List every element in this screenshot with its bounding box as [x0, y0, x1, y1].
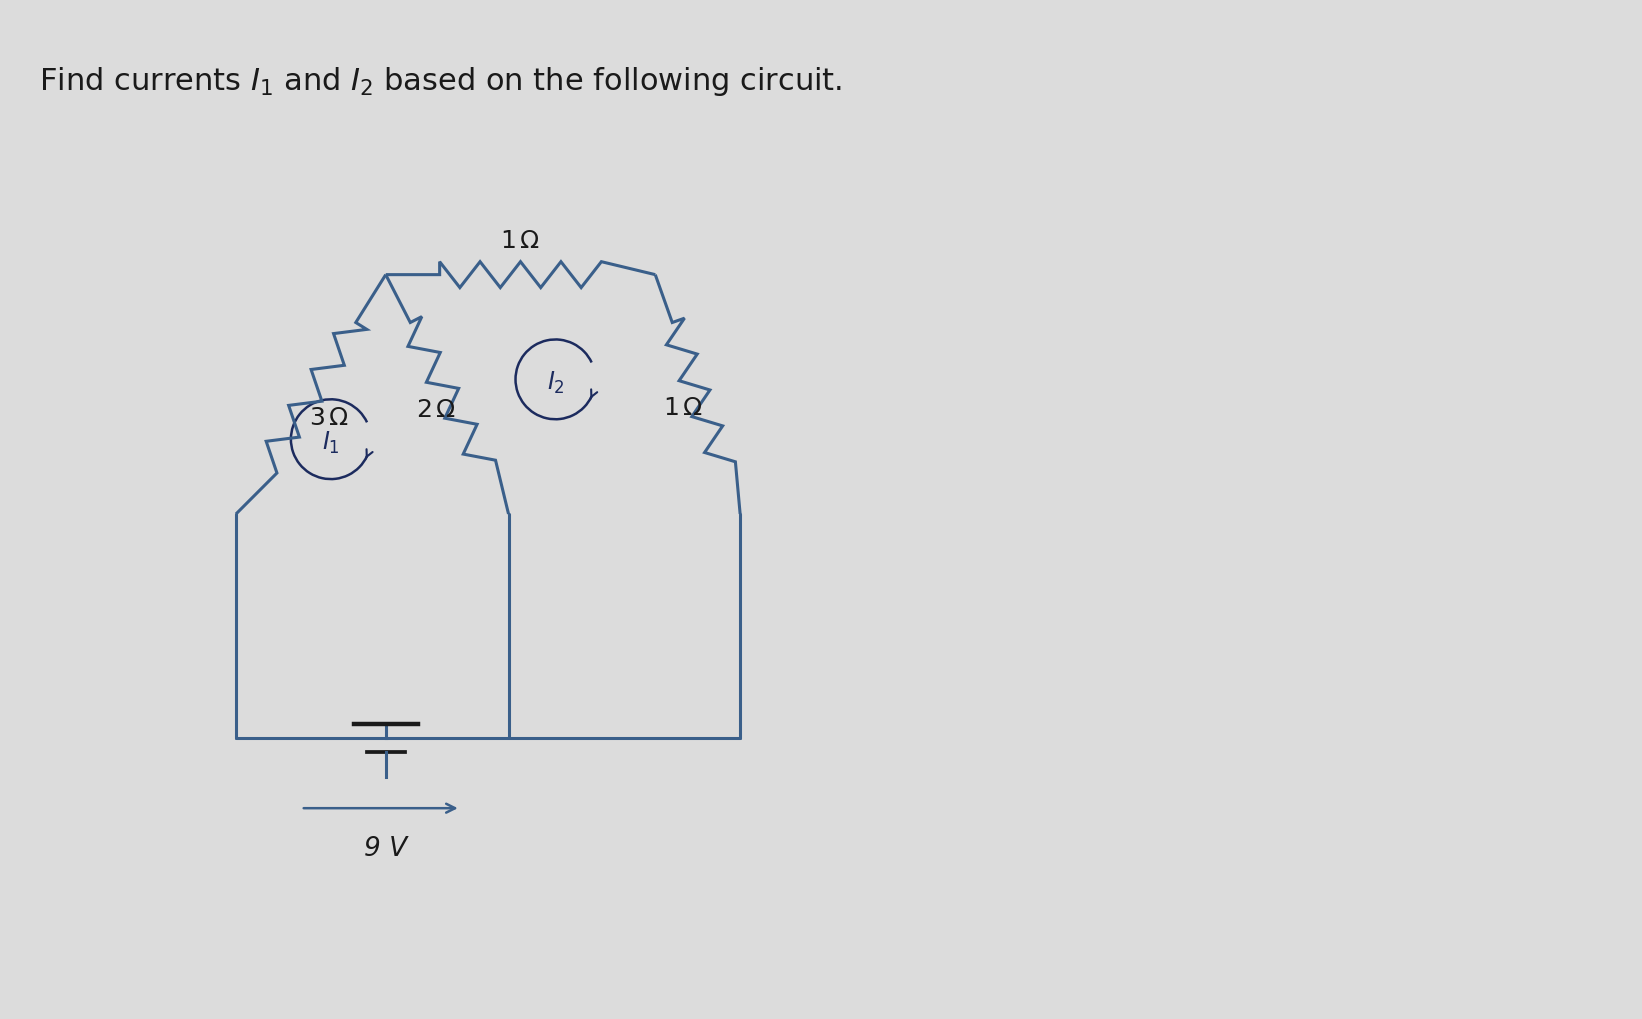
Text: $3\,\Omega$: $3\,\Omega$: [309, 407, 350, 430]
Text: $1\,\Omega$: $1\,\Omega$: [501, 228, 540, 253]
Text: Find currents $I_1$ and $I_2$ based on the following circuit.: Find currents $I_1$ and $I_2$ based on t…: [39, 65, 842, 98]
Text: $I_1$: $I_1$: [322, 430, 340, 457]
Text: 9 V: 9 V: [365, 837, 407, 862]
Text: $2\,\Omega$: $2\,\Omega$: [415, 398, 456, 422]
Text: $I_2$: $I_2$: [547, 370, 565, 396]
Text: $1\,\Omega$: $1\,\Omega$: [663, 396, 703, 420]
